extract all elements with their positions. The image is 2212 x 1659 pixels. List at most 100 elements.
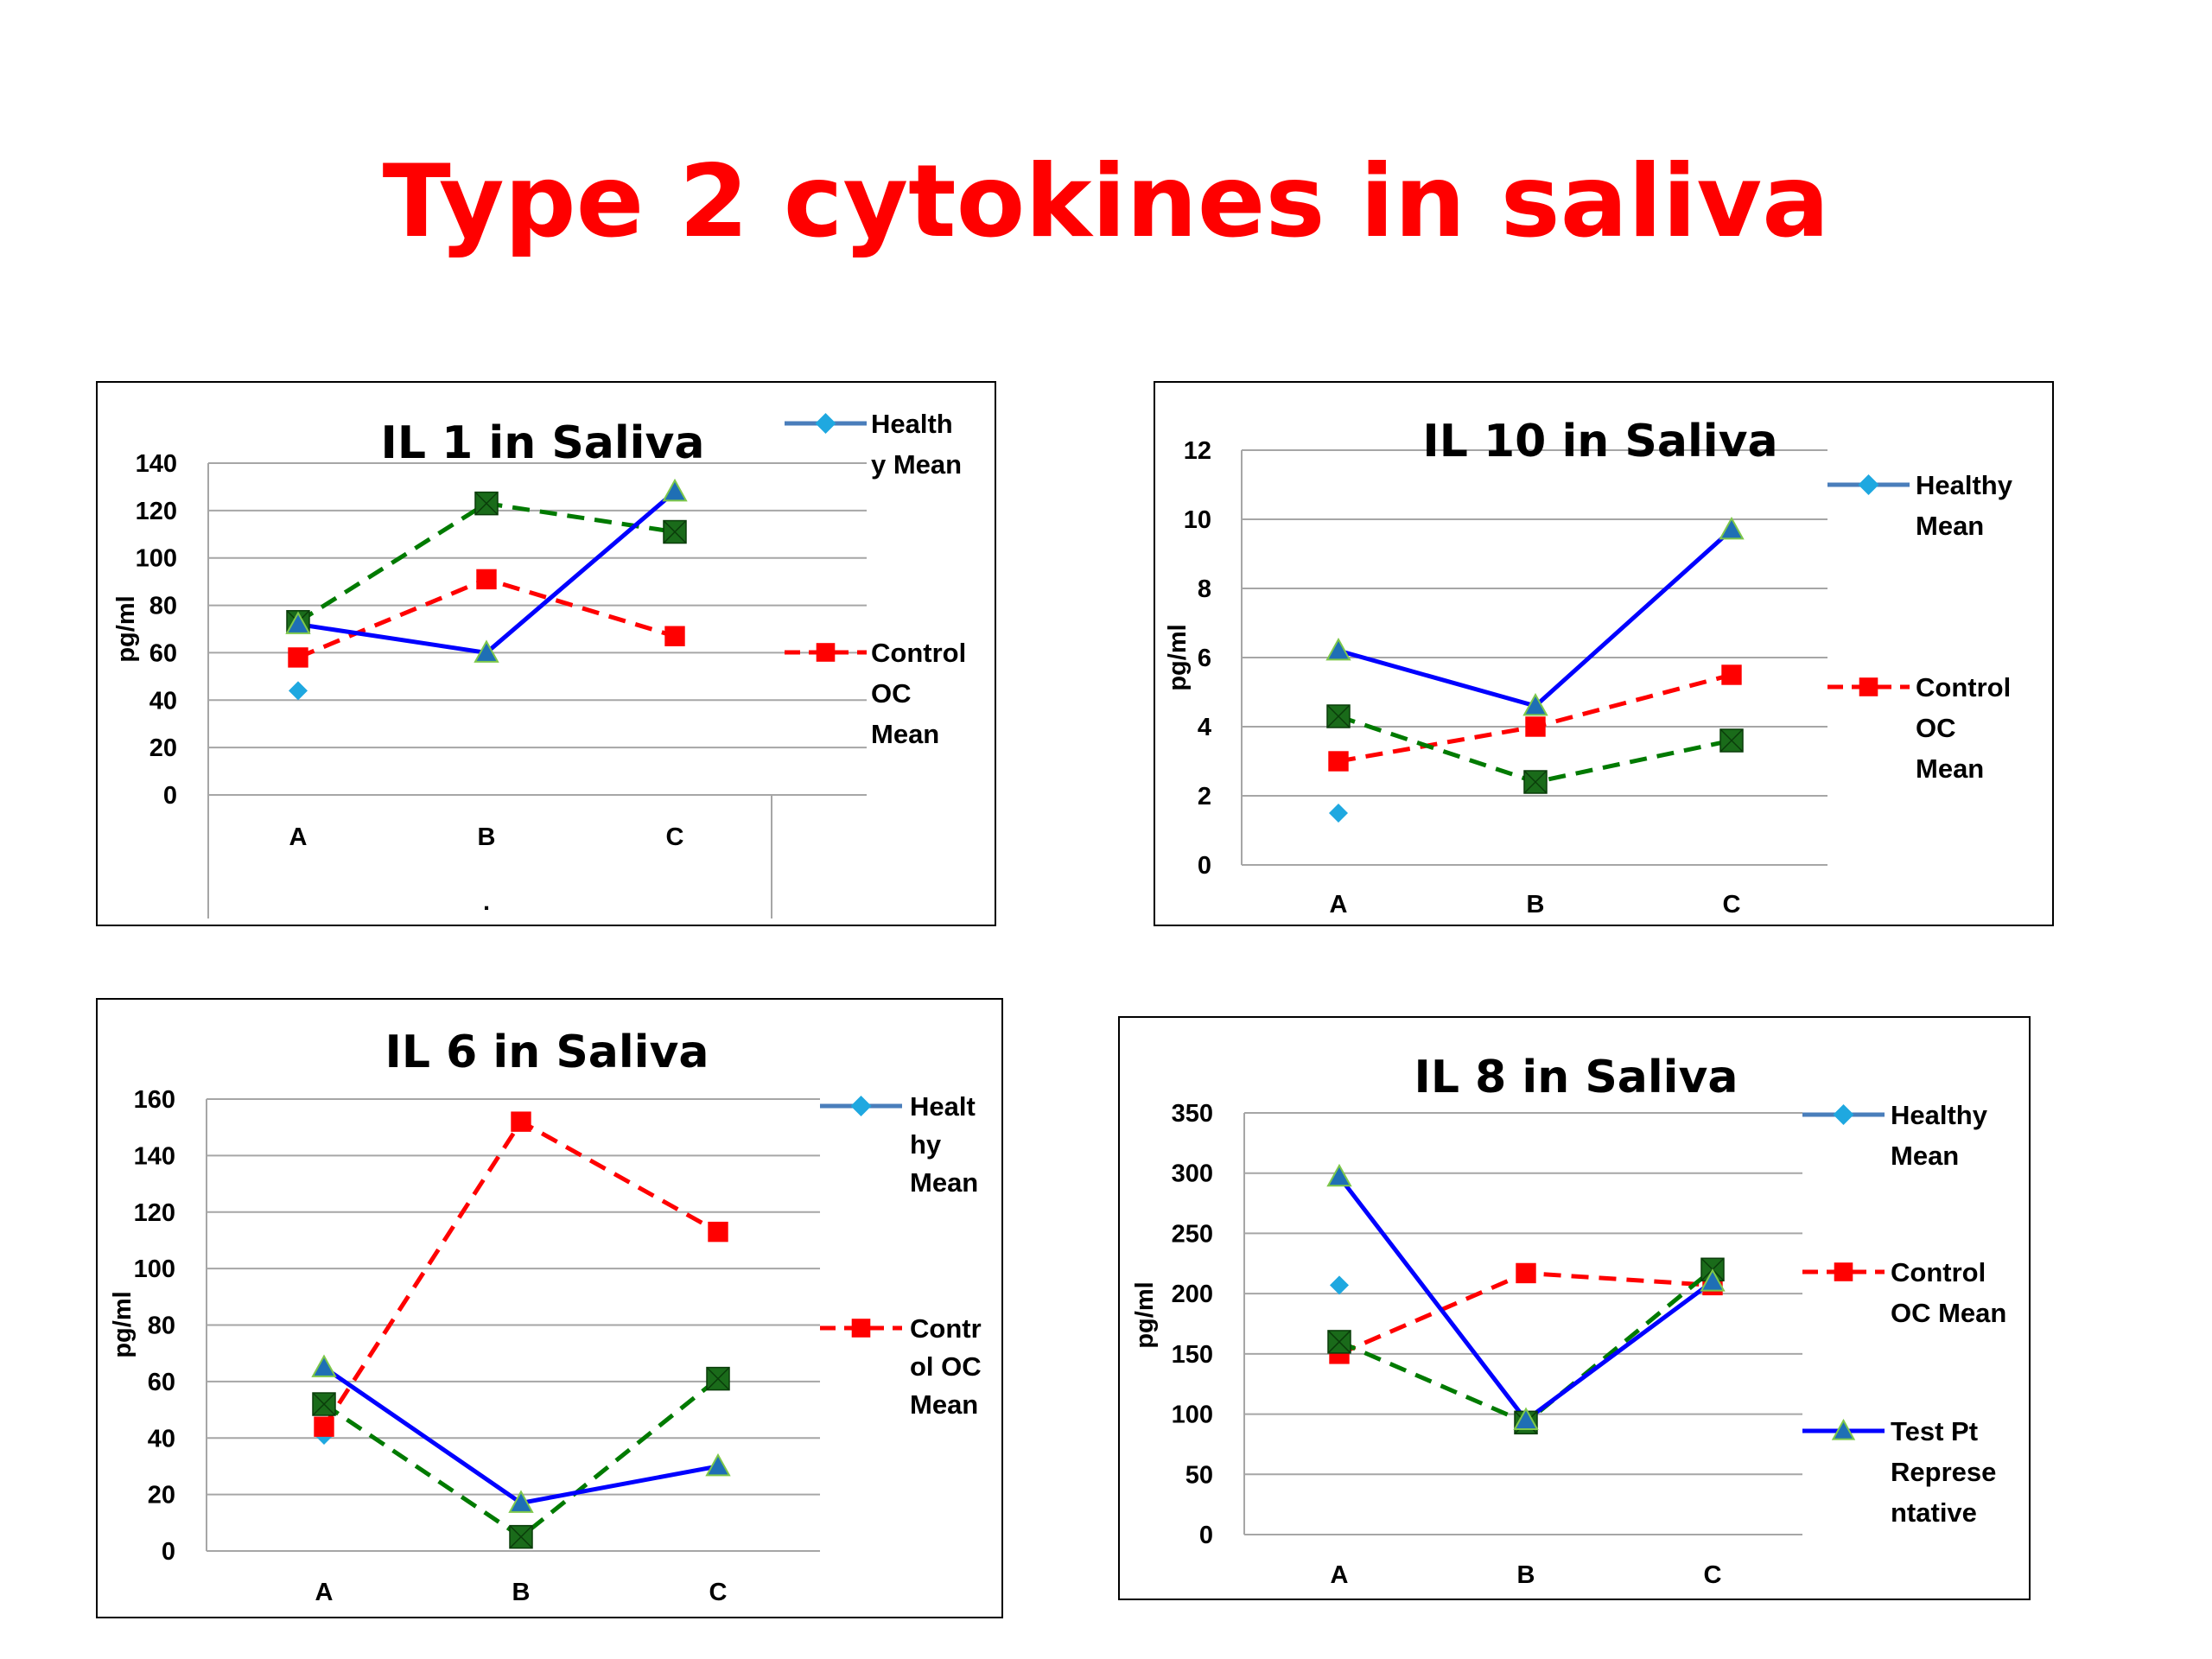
y-tick-label: 0 xyxy=(163,782,177,810)
legend-marker xyxy=(851,1319,871,1338)
legend-label: Contr xyxy=(910,1313,982,1344)
x-tick-label: B xyxy=(1527,891,1545,918)
data-point-control xyxy=(511,1111,531,1132)
y-tick-label: 250 xyxy=(1172,1220,1213,1248)
y-tick-label: 100 xyxy=(1172,1402,1213,1429)
data-point-test xyxy=(285,611,311,634)
legend-label: Test Pt xyxy=(1891,1416,1978,1446)
data-point-control xyxy=(1328,751,1349,772)
y-tick-label: 80 xyxy=(148,1313,175,1340)
y-tick-label: 80 xyxy=(149,593,177,620)
legend-label: Control xyxy=(1916,672,2011,702)
data-point-test xyxy=(705,1452,731,1477)
y-tick-label: 60 xyxy=(148,1369,175,1396)
data-point-test xyxy=(1326,1163,1352,1187)
chart-title: IL 8 in Saliva xyxy=(1414,1052,1738,1103)
data-point-green xyxy=(474,491,499,516)
y-tick-label: 120 xyxy=(136,498,177,525)
y-axis-label: pg/ml xyxy=(1131,1281,1159,1348)
y-tick-label: 0 xyxy=(162,1538,175,1566)
legend-label: OC xyxy=(871,678,912,709)
chart-svg: 0 50 100 150 200 250 300 350 IL 8 in Saliva pg/ml… xyxy=(1131,1052,2006,1589)
data-point-healthy xyxy=(1329,804,1348,823)
legend-label: Healthy xyxy=(1891,1100,1988,1130)
data-point-green xyxy=(1327,1330,1351,1354)
y-tick-label: 4 xyxy=(1198,714,1211,741)
il8-chart-panel: 0 50 100 150 200 250 300 350 IL 8 in Saliva pg/ml… xyxy=(1118,1016,2031,1600)
y-tick-label: 140 xyxy=(136,450,177,478)
legend-label: Healthy xyxy=(1916,470,2013,500)
y-tick-label: 350 xyxy=(1172,1100,1213,1128)
y-tick-label: 10 xyxy=(1184,506,1211,534)
chart-title: IL 6 in Saliva xyxy=(385,1027,709,1078)
x-tick-label: B xyxy=(1517,1561,1535,1589)
legend-label: Mean xyxy=(1891,1141,1959,1171)
y-tick-label: 150 xyxy=(1172,1341,1213,1369)
il1-chart-panel: 0 20 40 60 80 100 120 140 IL 1 in Saliva pg/ml A B C… xyxy=(96,381,996,926)
legend-label: Healt xyxy=(910,1091,976,1122)
data-point-test xyxy=(1700,1268,1726,1292)
legend-label: Represe xyxy=(1891,1457,1996,1487)
y-tick-label: 6 xyxy=(1198,645,1211,672)
data-point-test xyxy=(1325,637,1351,661)
x-tick-label: A xyxy=(315,1579,334,1606)
legend-marker xyxy=(850,1096,872,1116)
legend-marker xyxy=(1831,1418,1856,1440)
legend-label: y Mean xyxy=(871,449,962,480)
data-point-test xyxy=(1513,1407,1539,1430)
legend-label: Health xyxy=(871,409,953,439)
x-tick-label: C xyxy=(1723,891,1741,918)
x-tick-label: C xyxy=(1704,1561,1722,1589)
y-tick-label: 12 xyxy=(1184,437,1211,465)
legend-marker xyxy=(815,413,836,434)
y-tick-label: 0 xyxy=(1198,852,1211,880)
series-line-green xyxy=(296,501,676,624)
legend-label: ol OC xyxy=(910,1351,982,1382)
legend-label: OC Mean xyxy=(1891,1298,2006,1328)
il10-chart-panel: 0 2 4 6 8 10 12 IL 10 in Saliva pg/ml A B C Healthy M… xyxy=(1154,381,2054,926)
data-point-control xyxy=(1525,716,1546,737)
series-line-test xyxy=(1338,1175,1714,1423)
legend-label: OC xyxy=(1916,713,1956,743)
legend-marker xyxy=(1858,474,1879,495)
data-point-test xyxy=(474,639,499,663)
data-point-green xyxy=(1719,728,1744,753)
y-axis-label: pg/ml xyxy=(109,1291,137,1357)
y-tick-label: 100 xyxy=(136,545,177,573)
y-tick-label: 20 xyxy=(149,734,177,762)
legend-label: Mean xyxy=(871,719,939,749)
data-point-test xyxy=(1522,692,1548,716)
legend-label: Mean xyxy=(910,1167,978,1198)
x-tick-label: A xyxy=(1330,891,1348,918)
legend-marker xyxy=(816,643,836,662)
y-tick-label: 140 xyxy=(134,1142,175,1170)
legend-label: Mean xyxy=(1916,511,1984,541)
data-point-green xyxy=(312,1392,336,1416)
data-point-control xyxy=(1721,664,1742,685)
data-point-control xyxy=(288,647,308,668)
chart-svg: 0 20 40 60 80 100 120 140 160 IL 6 in Saliva pg/ml… xyxy=(109,1027,982,1606)
series-line-test xyxy=(1338,528,1733,709)
x-axis-label: . xyxy=(483,888,490,916)
il6-chart-panel: 0 20 40 60 80 100 120 140 160 IL 6 in Saliva pg/ml… xyxy=(96,998,1003,1618)
y-tick-label: 2 xyxy=(1198,783,1211,810)
data-point-control xyxy=(476,569,497,590)
data-point-test xyxy=(508,1490,534,1513)
x-tick-label: C xyxy=(709,1579,728,1606)
legend-marker xyxy=(1859,677,1878,696)
y-tick-label: 100 xyxy=(134,1255,175,1283)
legend-label: Control xyxy=(1891,1257,1986,1287)
data-point-control xyxy=(708,1221,728,1243)
data-point-green xyxy=(509,1524,533,1549)
y-tick-label: 40 xyxy=(148,1425,175,1452)
x-tick-label: A xyxy=(289,823,308,851)
y-tick-label: 8 xyxy=(1198,575,1211,603)
page-title: Type 2 cytokines in saliva xyxy=(382,143,1830,260)
data-point-green xyxy=(706,1366,730,1391)
y-tick-label: 0 xyxy=(1199,1522,1213,1549)
y-axis-label: pg/ml xyxy=(1164,624,1192,690)
legend-label: ntative xyxy=(1891,1497,1977,1528)
chart-svg: 0 2 4 6 8 10 12 IL 10 in Saliva pg/ml A B C Healthy M… xyxy=(1164,416,2013,918)
legend-marker xyxy=(1833,1104,1854,1125)
y-tick-label: 50 xyxy=(1185,1461,1213,1489)
